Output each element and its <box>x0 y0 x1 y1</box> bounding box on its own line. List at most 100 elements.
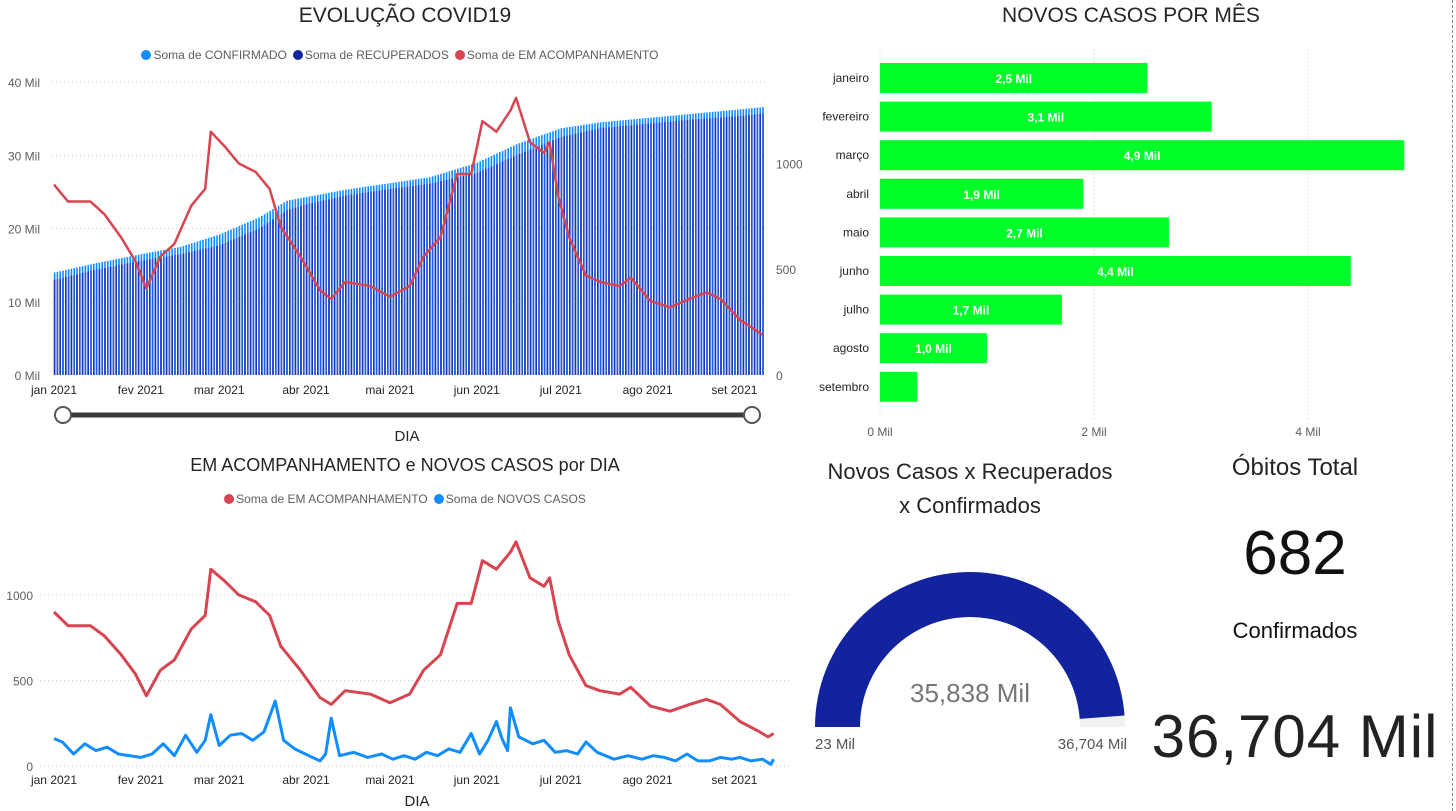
bar-recuperados[interactable] <box>143 260 145 375</box>
bar-recuperados[interactable] <box>294 207 297 375</box>
bar-recuperados[interactable] <box>300 206 302 375</box>
bar-recuperados[interactable] <box>129 262 131 375</box>
bar-recuperados[interactable] <box>557 138 560 375</box>
bar-recuperados[interactable] <box>625 125 627 375</box>
bar-recuperados[interactable] <box>249 232 252 375</box>
bar-recuperados[interactable] <box>571 134 574 375</box>
bar-recuperados[interactable] <box>434 182 437 375</box>
bar-recuperados[interactable] <box>756 114 759 375</box>
bar-recuperados[interactable] <box>177 254 179 375</box>
bar-recuperados[interactable] <box>700 119 703 376</box>
bar-recuperados[interactable] <box>608 127 610 375</box>
bar-recuperados[interactable] <box>207 247 210 375</box>
bar-recuperados[interactable] <box>297 206 299 375</box>
bar-recuperados[interactable] <box>415 185 417 375</box>
bar-recuperados[interactable] <box>686 120 689 375</box>
bar-recuperados[interactable] <box>375 191 378 375</box>
bar-recuperados[interactable] <box>417 185 420 375</box>
bar-recuperados[interactable] <box>627 125 630 376</box>
bar-recuperados[interactable] <box>182 253 185 375</box>
bar-recuperados[interactable] <box>336 197 339 375</box>
bar-recuperados[interactable] <box>406 186 409 375</box>
bar-recuperados[interactable] <box>90 270 92 375</box>
bar-recuperados[interactable] <box>135 261 137 375</box>
bar-recuperados[interactable] <box>611 127 613 376</box>
bar-recuperados[interactable] <box>504 160 507 375</box>
bar-recuperados[interactable] <box>496 164 498 375</box>
bar-recuperados[interactable] <box>510 157 512 375</box>
bar-recuperados[interactable] <box>261 226 263 375</box>
bar-recuperados[interactable] <box>121 264 123 375</box>
bar-recuperados[interactable] <box>109 266 112 375</box>
bar-recuperados[interactable] <box>387 189 389 375</box>
bar-recuperados[interactable] <box>65 277 67 375</box>
bar-março[interactable] <box>880 140 1405 171</box>
bar-recuperados[interactable] <box>527 150 529 375</box>
bar-recuperados[interactable] <box>569 135 571 375</box>
bar-recuperados[interactable] <box>669 121 672 376</box>
bar-recuperados[interactable] <box>95 269 98 375</box>
bar-recuperados[interactable] <box>289 209 291 375</box>
bar-recuperados[interactable] <box>633 125 635 375</box>
bar-recuperados[interactable] <box>118 265 120 375</box>
bar-recuperados[interactable] <box>185 252 187 375</box>
bar-recuperados[interactable] <box>367 192 369 375</box>
bar-recuperados[interactable] <box>101 268 103 375</box>
bar-recuperados[interactable] <box>468 174 470 375</box>
bar-recuperados[interactable] <box>59 278 61 375</box>
bar-recuperados[interactable] <box>448 179 451 375</box>
bar-recuperados[interactable] <box>485 169 487 375</box>
bar-recuperados[interactable] <box>689 119 691 375</box>
bar-recuperados[interactable] <box>429 183 431 375</box>
bar-abril[interactable] <box>880 178 1084 209</box>
bar-recuperados[interactable] <box>602 127 605 375</box>
bar-recuperados[interactable] <box>81 272 84 375</box>
bar-recuperados[interactable] <box>291 208 294 375</box>
bar-recuperados[interactable] <box>311 203 313 375</box>
bar-recuperados[interactable] <box>205 248 207 375</box>
bar-recuperados[interactable] <box>79 273 81 375</box>
bar-recuperados[interactable] <box>384 189 386 375</box>
bar-recuperados[interactable] <box>213 246 215 375</box>
bar-recuperados[interactable] <box>364 192 367 375</box>
bar-recuperados[interactable] <box>720 117 722 376</box>
bar-recuperados[interactable] <box>154 258 157 375</box>
mensal-chart[interactable]: 0 Mil 2 Mil 4 Mil janeiro 2,5 Mil fevereiro 3,… <box>800 50 1452 450</box>
bar-recuperados[interactable] <box>73 275 75 375</box>
bar-recuperados[interactable] <box>577 133 579 375</box>
bar-recuperados[interactable] <box>650 123 652 375</box>
bar-recuperados[interactable] <box>524 151 526 375</box>
bar-recuperados[interactable] <box>742 115 745 375</box>
bar-recuperados[interactable] <box>723 117 725 375</box>
bar-recuperados[interactable] <box>471 174 473 375</box>
bar-recuperados[interactable] <box>305 204 308 375</box>
bar-recuperados[interactable] <box>132 262 134 375</box>
bar-recuperados[interactable] <box>454 178 456 375</box>
bar-recuperados[interactable] <box>389 188 392 375</box>
bar-recuperados[interactable] <box>641 124 644 375</box>
bar-recuperados[interactable] <box>431 183 434 375</box>
bar-recuperados[interactable] <box>196 250 199 375</box>
bar-recuperados[interactable] <box>613 126 616 375</box>
line-em-acompanhamento[interactable] <box>53 96 764 336</box>
bar-recuperados[interactable] <box>319 201 322 375</box>
bar-recuperados[interactable] <box>745 115 747 375</box>
bar-recuperados[interactable] <box>759 113 761 375</box>
bar-recuperados[interactable] <box>658 122 661 375</box>
bar-recuperados[interactable] <box>549 141 551 375</box>
slider-end-handle[interactable] <box>743 406 761 424</box>
bar-recuperados[interactable] <box>580 132 582 375</box>
bar-recuperados[interactable] <box>459 176 462 375</box>
bar-recuperados[interactable] <box>585 131 588 375</box>
bar-recuperados[interactable] <box>70 275 73 375</box>
bar-recuperados[interactable] <box>739 115 742 375</box>
bar-recuperados[interactable] <box>191 251 193 375</box>
bar-recuperados[interactable] <box>378 190 381 375</box>
bar-recuperados[interactable] <box>560 136 563 375</box>
bar-recuperados[interactable] <box>513 156 515 375</box>
bar-recuperados[interactable] <box>168 256 171 375</box>
bar-recuperados[interactable] <box>233 239 235 375</box>
bar-recuperados[interactable] <box>616 126 619 376</box>
bar-recuperados[interactable] <box>711 118 714 375</box>
bar-recuperados[interactable] <box>331 198 333 375</box>
